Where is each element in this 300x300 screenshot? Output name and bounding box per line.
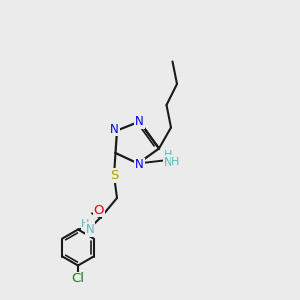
Text: N: N xyxy=(135,115,144,128)
Text: O: O xyxy=(94,203,104,217)
Text: H: H xyxy=(81,219,90,229)
Text: Cl: Cl xyxy=(71,272,85,286)
Text: S: S xyxy=(110,169,118,182)
Text: N: N xyxy=(164,155,172,169)
Text: N: N xyxy=(85,223,94,236)
Text: N: N xyxy=(110,122,119,136)
Text: H: H xyxy=(164,150,172,160)
Text: N: N xyxy=(135,158,144,172)
Text: H: H xyxy=(171,157,180,167)
